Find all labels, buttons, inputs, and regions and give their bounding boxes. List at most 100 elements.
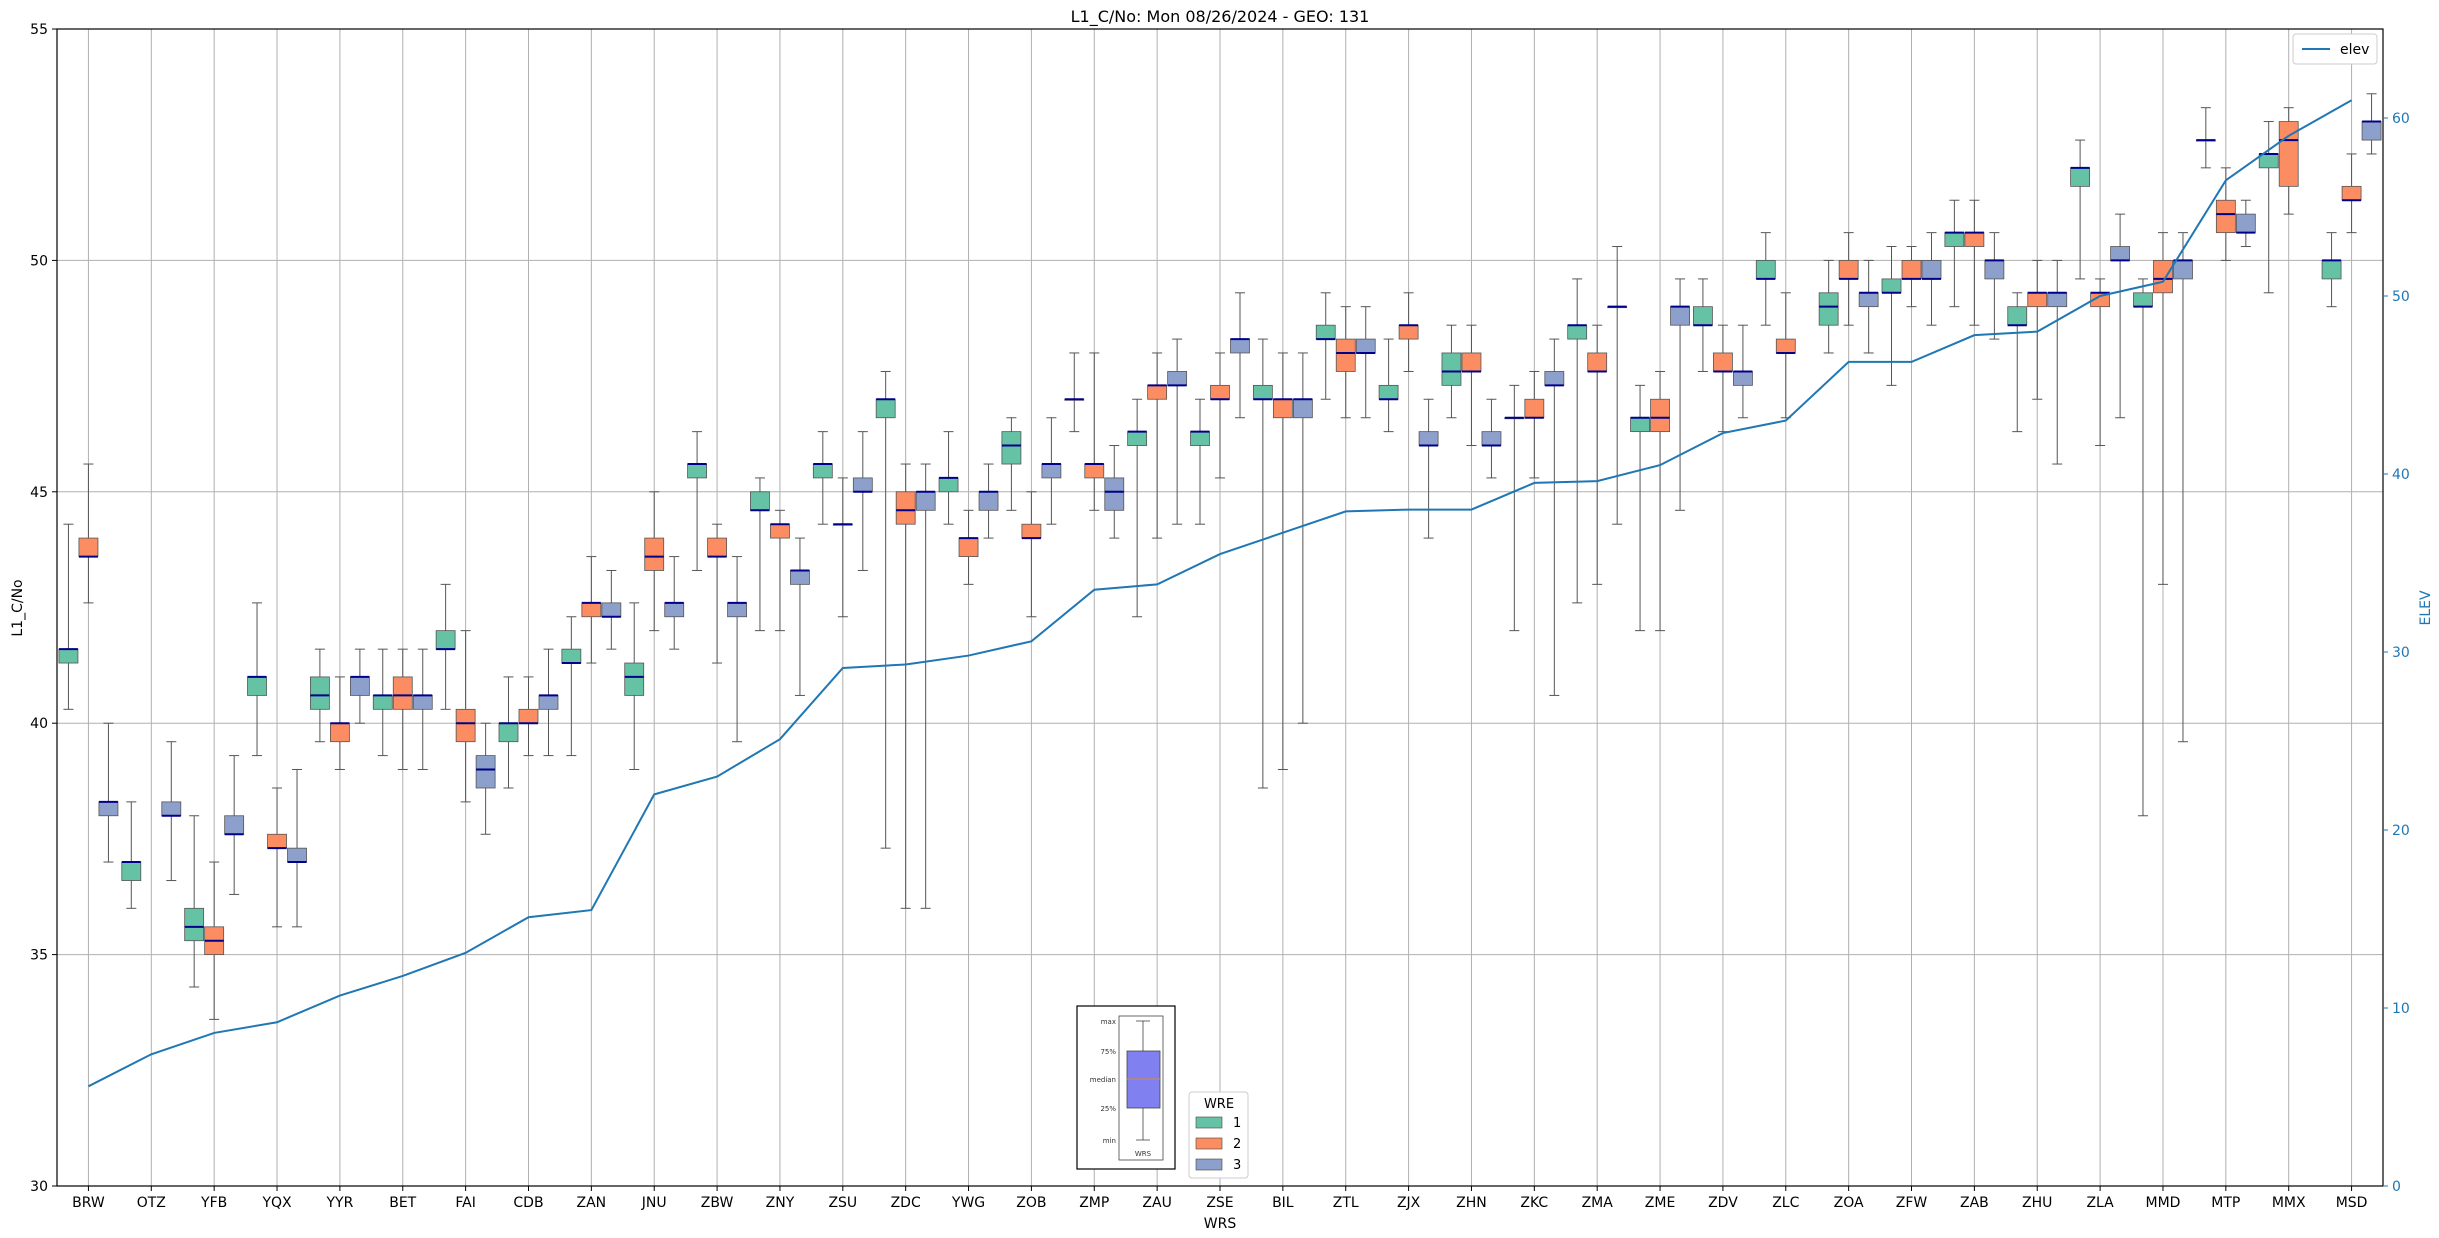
box-iqr — [1670, 306, 1690, 326]
box-iqr — [538, 695, 559, 710]
box-wre1 — [2133, 278, 2153, 817]
x-tick-label: ZJX — [1397, 1195, 1421, 1211]
box-iqr — [1021, 523, 1042, 539]
box-wre1 — [435, 583, 456, 710]
inset-caption: WRS — [1135, 1150, 1152, 1158]
y-tick-label: 55 — [30, 22, 48, 38]
box-iqr — [2341, 185, 2362, 201]
box-iqr — [287, 847, 307, 863]
box-iqr — [184, 907, 205, 942]
box-wre1 — [1944, 199, 1965, 308]
box-wre2 — [644, 491, 665, 632]
x-tick-label: MSD — [2336, 1195, 2368, 1211]
box-wre1 — [372, 648, 393, 757]
box-wre1 — [812, 431, 833, 525]
box-wre3 — [475, 722, 496, 835]
box-wre1 — [247, 602, 267, 757]
x-tick-label: ZHU — [2022, 1195, 2052, 1211]
box-iqr — [1901, 259, 1922, 280]
box-iqr — [1272, 398, 1293, 419]
box-iqr — [2027, 292, 2048, 308]
box-iqr — [1544, 371, 1565, 386]
box-wre1 — [1504, 384, 1525, 632]
box-iqr — [435, 630, 456, 650]
wre-legend-swatch-1 — [1195, 1116, 1223, 1129]
box-wre1 — [1190, 398, 1210, 525]
box-iqr — [1693, 306, 1713, 326]
box-iqr — [224, 815, 245, 835]
box-wre1 — [58, 523, 79, 710]
box-wre1 — [1127, 398, 1148, 618]
box-wre2 — [1335, 306, 1356, 419]
x-tick-label: ZKC — [1520, 1195, 1548, 1211]
x-tick-label: ZHN — [1456, 1195, 1487, 1211]
box-iqr — [2278, 121, 2299, 187]
box-wre3 — [601, 569, 622, 650]
box-wre2 — [455, 630, 476, 803]
x-tick-label: ZLA — [2086, 1195, 2114, 1211]
box-wre2 — [2153, 232, 2173, 585]
box-wre1 — [875, 370, 896, 849]
x-tick-label: YFB — [200, 1195, 227, 1211]
x-tick-label: BRW — [72, 1195, 105, 1211]
box-wre2 — [1524, 370, 1545, 479]
box-iqr — [1775, 338, 1796, 354]
box-iqr — [1292, 398, 1313, 419]
x-tick-label: OTZ — [137, 1195, 166, 1211]
box-iqr — [958, 537, 979, 557]
y2-axis-label: ELEV — [2418, 590, 2434, 625]
box-iqr — [2258, 153, 2279, 169]
x-tick-label: ZSU — [828, 1195, 857, 1211]
box-wre2 — [895, 463, 916, 909]
x-tick-label: BET — [389, 1195, 416, 1211]
box-wre2 — [204, 861, 225, 1020]
box-wre2 — [2278, 107, 2299, 215]
box-wre3 — [978, 463, 999, 539]
x-tick-label: ZSE — [1206, 1195, 1233, 1211]
box-wre2 — [770, 509, 790, 632]
box-iqr — [750, 491, 770, 511]
box-iqr — [309, 676, 330, 710]
box-iqr — [1587, 352, 1608, 372]
box-iqr — [1378, 384, 1399, 400]
elev-legend-frame — [2292, 33, 2378, 65]
box-wre1 — [2195, 107, 2216, 169]
box-iqr — [267, 833, 287, 849]
box-iqr — [1230, 338, 1250, 354]
box-wre1 — [1315, 292, 1336, 400]
y2-tick-label: 10 — [2392, 1001, 2410, 1017]
box-iqr — [1838, 259, 1859, 280]
box-wre1 — [1818, 259, 1839, 354]
box-wre3 — [1607, 246, 1628, 525]
box-wre2 — [1775, 292, 1796, 419]
box-iqr — [1190, 431, 1210, 446]
box-wre1 — [1755, 232, 1776, 326]
wre-legend-swatch-3 — [1195, 1158, 1223, 1171]
box-wre1 — [750, 477, 770, 632]
box-iqr — [58, 648, 79, 664]
box-wre3 — [2361, 93, 2382, 155]
box-iqr — [727, 602, 747, 618]
box-iqr — [1818, 292, 1839, 326]
box-iqr — [1944, 232, 1965, 247]
inset-label-max: max — [1101, 1018, 1116, 1026]
x-tick-label: ZMA — [1582, 1195, 1614, 1211]
box-wre1 — [121, 801, 142, 909]
box-wre1 — [1630, 384, 1650, 632]
x-tick-label: JNU — [641, 1195, 667, 1211]
box-iqr — [1210, 384, 1230, 400]
box-iqr — [392, 676, 413, 710]
x-tick-label: MMX — [2272, 1195, 2306, 1211]
box-layer — [58, 93, 2382, 1020]
box-iqr — [1524, 398, 1545, 419]
box-iqr — [2173, 259, 2193, 280]
elev-legend: elev — [2292, 33, 2378, 65]
box-wre1 — [624, 602, 645, 770]
wre-legend-label-2: 2 — [1233, 1137, 1241, 1152]
box-iqr — [1567, 324, 1588, 340]
box-wre3 — [852, 431, 873, 571]
chart-title: L1_C/No: Mon 08/26/2024 - GEO: 131 — [1071, 7, 1370, 27]
box-wre2 — [1964, 199, 1985, 326]
box-wre2 — [1713, 324, 1733, 433]
box-wre1 — [1064, 352, 1085, 433]
